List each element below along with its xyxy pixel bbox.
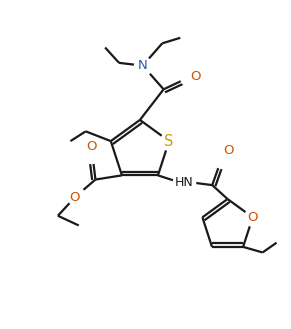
Text: O: O xyxy=(223,144,234,157)
Text: O: O xyxy=(69,191,80,204)
Text: HN: HN xyxy=(175,176,194,189)
Text: O: O xyxy=(247,211,258,224)
Text: N: N xyxy=(138,59,148,72)
Text: O: O xyxy=(86,140,97,153)
Text: S: S xyxy=(164,134,174,149)
Text: O: O xyxy=(190,70,200,83)
